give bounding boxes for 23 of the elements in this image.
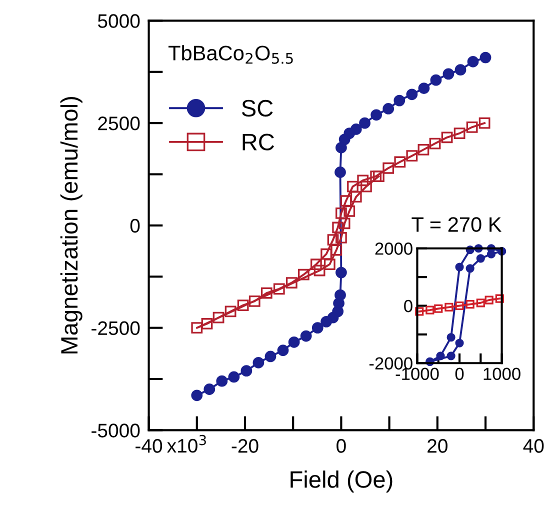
x-axis-title: Field (Oe) — [290, 470, 392, 493]
text: x10$^{3}$ — [167, 434, 206, 453]
x-tick-label: 1000 — [484, 368, 520, 380]
y-tick-label: 0 — [130, 218, 140, 233]
x-tick-label: 0 — [336, 439, 346, 453]
annotation: TbBaCo$_{2}$O$_{5.5}$ — [168, 45, 293, 64]
y-tick-label: -2000 — [369, 357, 412, 370]
y-tick-label: -5000 — [92, 424, 140, 438]
y-tick-label: 5000 — [98, 14, 140, 28]
x-tick-label: 20 — [428, 439, 448, 453]
x-tick-label: 40 — [523, 439, 544, 453]
y-tick-label: -2500 — [92, 321, 140, 336]
y-tick-label: 0 — [404, 300, 412, 312]
x-tick-label: -40 — [136, 439, 162, 453]
y-axis-title: Magnetization (emu/mol) — [60, 96, 82, 354]
y-tick-label: 2500 — [98, 116, 140, 130]
x-tick-label: 0 — [455, 368, 464, 380]
y-tick-label: 2000 — [375, 242, 412, 255]
legend-label: SC — [242, 100, 273, 117]
chart-title: T = 270 K — [412, 217, 502, 232]
x-tick-label: -1000 — [396, 368, 439, 380]
x-tick-label: -20 — [232, 439, 258, 453]
legend-label: RC — [242, 134, 274, 150]
